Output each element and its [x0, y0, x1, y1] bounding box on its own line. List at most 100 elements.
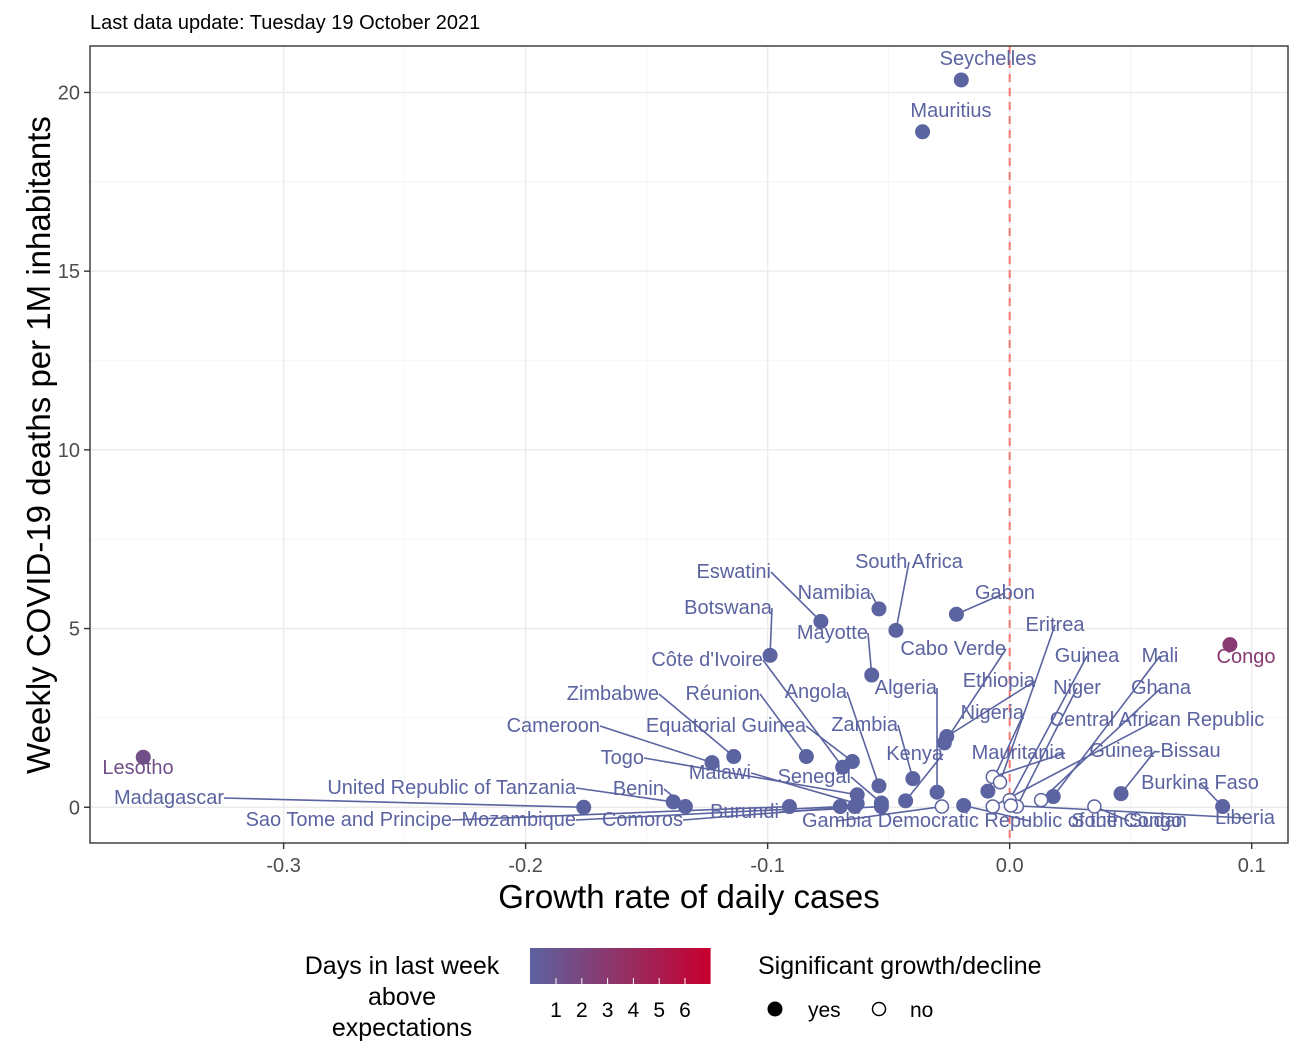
label-ethiopia: Ethiopia — [963, 670, 1036, 692]
label-sao-tome-and-principe: Sao Tome and Principe — [246, 809, 452, 831]
x-tick-label: -0.2 — [508, 855, 542, 877]
label-congo: Congo — [1217, 646, 1276, 668]
label-senegal: Senegal — [778, 766, 851, 788]
color-legend-label: 6 — [679, 999, 691, 1022]
point-gambia — [934, 799, 950, 814]
label-gabon: Gabon — [975, 582, 1035, 604]
point-eswatini — [813, 613, 829, 629]
color-legend-label: 1 — [550, 999, 562, 1022]
point-gabon — [948, 606, 964, 622]
color-legend-swatch — [560, 948, 566, 984]
color-legend-label: 3 — [602, 999, 614, 1022]
point-namibia — [871, 601, 887, 617]
label-togo: Togo — [601, 747, 644, 769]
leader-line-ethiopia — [946, 680, 1036, 738]
leader-line-zambia — [897, 724, 914, 779]
leader-line-angola — [846, 691, 880, 787]
label-guinea: Guinea — [1055, 645, 1120, 667]
shape-legend-label-yes: yes — [808, 999, 841, 1022]
color-legend-swatch — [670, 948, 676, 984]
leader-line-sao-tome-and-principe — [451, 805, 790, 821]
color-legend-swatch — [530, 948, 536, 984]
label-lesotho: Lesotho — [102, 757, 173, 779]
color-legend-swatch — [685, 948, 691, 984]
plot-panel — [90, 46, 1288, 843]
label-comoros: Comoros — [602, 809, 683, 831]
point-mayotte — [864, 667, 880, 683]
country-labels: Seychelles Mauritius Lesotho Congo Madagasca… — [102, 48, 1275, 832]
point-congo — [1222, 637, 1238, 653]
leader-line-ghana — [1040, 687, 1162, 801]
point-central-african-republic — [985, 799, 1000, 814]
color-legend-swatch — [540, 948, 546, 984]
point-sao-tome-and-principe — [781, 799, 797, 815]
leader-line-zimbabwe — [658, 693, 735, 758]
leader-line-liberia — [1010, 804, 1246, 819]
color-legend-swatch — [595, 948, 601, 984]
label-mozambique: Mozambique — [461, 809, 576, 831]
color-legend-swatch — [620, 948, 626, 984]
x-tick-label: -0.1 — [750, 855, 784, 877]
x-axis-title: Growth rate of daily cases — [498, 878, 880, 915]
point-malawi — [849, 796, 865, 812]
point-cameroon — [704, 755, 720, 771]
point-equatorial-guinea — [844, 754, 860, 770]
x-tick-label: -0.3 — [266, 855, 300, 877]
point-angola — [871, 778, 887, 794]
point-madagascar — [576, 799, 592, 815]
plot-border — [89, 45, 1289, 844]
chart-subtitle: Last data update: Tuesday 19 October 202… — [90, 12, 480, 34]
label-algeria: Algeria — [875, 677, 938, 699]
color-legend-swatch — [590, 948, 596, 984]
color-legend-swatch — [705, 948, 711, 984]
label-madagascar: Madagascar — [114, 787, 224, 809]
point-mozambique — [832, 799, 848, 815]
label-burundi: Burundi — [710, 801, 779, 823]
label-zimbabwe: Zimbabwe — [567, 683, 659, 705]
point-ethiopia — [939, 728, 955, 744]
color-legend-swatch — [550, 948, 556, 984]
label-seychelles: Seychelles — [940, 48, 1037, 70]
label-botswana: Botswana — [684, 597, 773, 619]
label-democratic-republic-of-the-congo: Democratic Republic of the Congo — [878, 810, 1183, 832]
shape-legend-label-no: no — [910, 999, 933, 1022]
point-zimbabwe — [726, 749, 742, 765]
leader-line-equatorial-guinea — [805, 725, 853, 763]
color-legend-swatch — [675, 948, 681, 984]
color-legend-swatch — [585, 948, 591, 984]
point-senegal — [873, 795, 889, 811]
x-tick-label: 0.1 — [1238, 855, 1266, 877]
color-legend-swatch — [600, 948, 606, 984]
color-legend-title-line: above — [368, 983, 436, 1011]
point-benin — [677, 799, 693, 815]
color-legend-swatch — [700, 948, 706, 984]
shape-legend: Significant growth/decline yes no — [758, 952, 1042, 1022]
leader-line-cote-d-ivoire — [762, 659, 844, 768]
leader-line-cabo-verde — [943, 648, 1007, 744]
y-tick-label: 5 — [69, 619, 80, 641]
color-legend-swatch — [545, 948, 551, 984]
leader-line-niger — [1016, 687, 1078, 807]
leader-line-central-african-republic — [992, 719, 1158, 808]
label-namibia: Namibia — [798, 582, 872, 604]
leader-line-guinea — [1008, 655, 1088, 801]
point-democratic-republic-of-the-congo — [956, 797, 972, 813]
color-legend-swatch — [695, 948, 701, 984]
label-angola: Angola — [785, 681, 848, 703]
point-south-africa — [888, 622, 904, 638]
point-eritrea — [992, 774, 1008, 790]
leader-line-gambia — [836, 805, 943, 822]
shape-legend-title: Significant growth/decline — [758, 952, 1042, 980]
label-central-african-republic: Central African Republic — [1050, 709, 1265, 731]
color-legend-swatch — [665, 948, 671, 984]
y-axis-title: Weekly COVID-19 deaths per 1M inhabitant… — [20, 116, 57, 774]
leader-line-cameroon — [599, 725, 713, 764]
point-ghana — [1033, 792, 1049, 808]
color-legend-swatch — [630, 948, 636, 984]
point-zambia — [905, 771, 921, 787]
color-legend-title-line: Days in last week — [305, 952, 500, 980]
point-seychelles — [953, 72, 969, 88]
color-legend-label: 2 — [576, 999, 588, 1022]
leader-line-reunion — [759, 693, 808, 757]
